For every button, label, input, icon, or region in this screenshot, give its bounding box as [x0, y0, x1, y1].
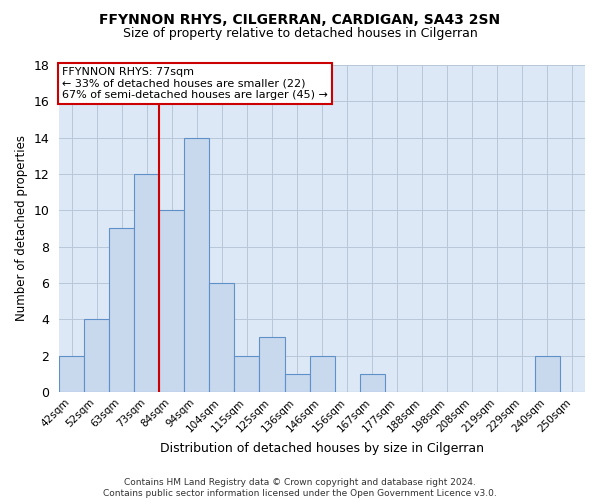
- Bar: [359, 374, 385, 392]
- Bar: [160, 210, 184, 392]
- Bar: [184, 138, 209, 392]
- Text: FFYNNON RHYS, CILGERRAN, CARDIGAN, SA43 2SN: FFYNNON RHYS, CILGERRAN, CARDIGAN, SA43 …: [100, 12, 500, 26]
- Bar: [284, 374, 310, 392]
- Bar: [134, 174, 160, 392]
- X-axis label: Distribution of detached houses by size in Cilgerran: Distribution of detached houses by size …: [160, 442, 484, 455]
- Y-axis label: Number of detached properties: Number of detached properties: [15, 136, 28, 322]
- Bar: [209, 283, 235, 392]
- Bar: [235, 356, 259, 392]
- Bar: [84, 320, 109, 392]
- Text: Size of property relative to detached houses in Cilgerran: Size of property relative to detached ho…: [122, 28, 478, 40]
- Bar: [59, 356, 84, 392]
- Bar: [259, 338, 284, 392]
- Bar: [310, 356, 335, 392]
- Bar: [535, 356, 560, 392]
- Text: FFYNNON RHYS: 77sqm
← 33% of detached houses are smaller (22)
67% of semi-detach: FFYNNON RHYS: 77sqm ← 33% of detached ho…: [62, 66, 328, 100]
- Bar: [109, 228, 134, 392]
- Text: Contains HM Land Registry data © Crown copyright and database right 2024.
Contai: Contains HM Land Registry data © Crown c…: [103, 478, 497, 498]
